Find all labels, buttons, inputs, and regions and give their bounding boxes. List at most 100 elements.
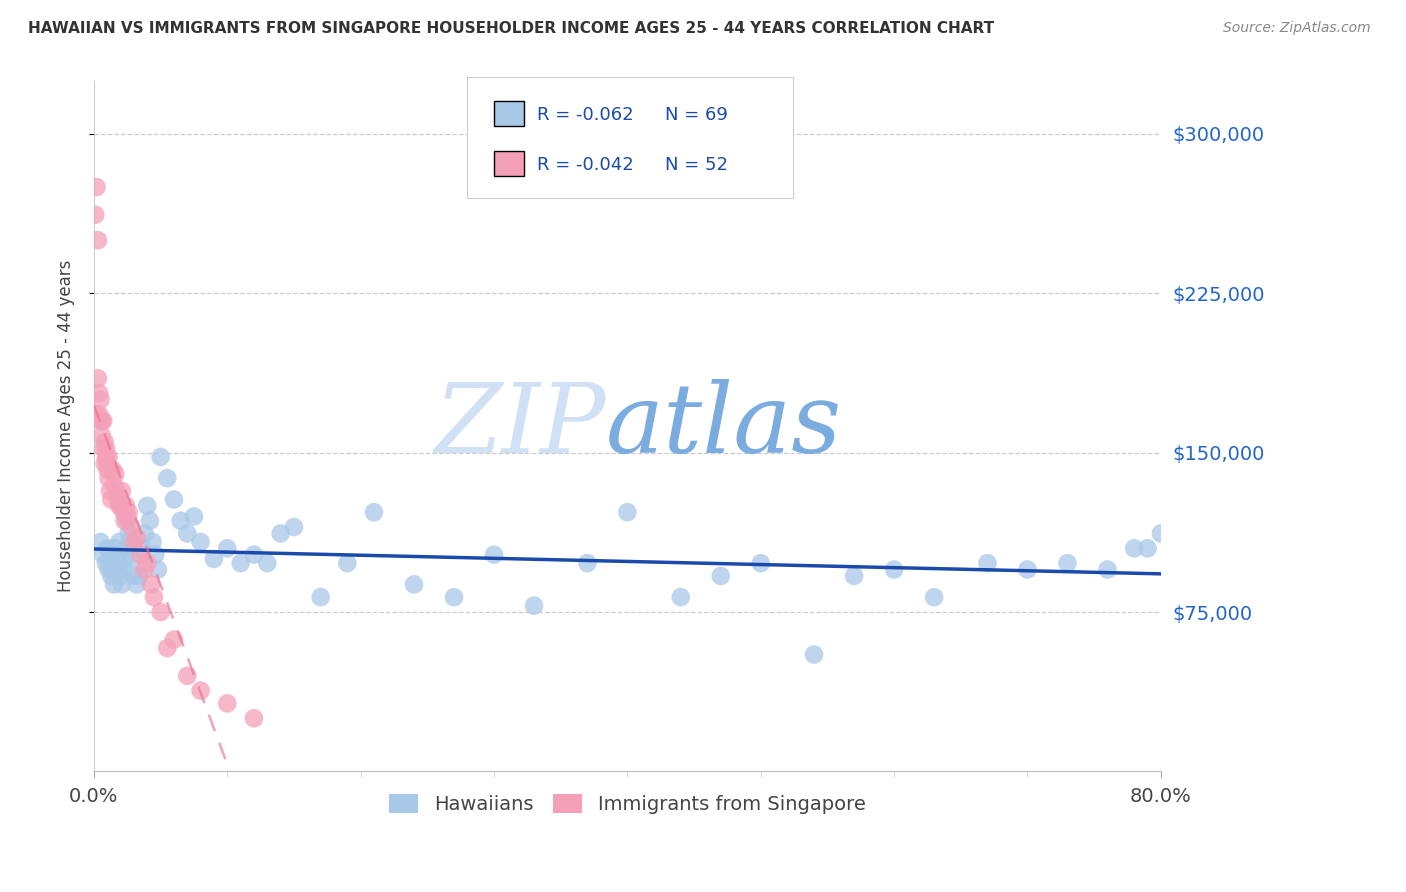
Point: [922, 590, 945, 604]
Point: [117, 509, 139, 524]
Point: [93, 435, 115, 450]
Point: [139, 514, 162, 528]
Point: [103, 577, 125, 591]
Point: [402, 577, 425, 591]
Point: [115, 499, 138, 513]
Point: [117, 505, 139, 519]
Point: [134, 526, 156, 541]
Text: HAWAIIAN VS IMMIGRANTS FROM SINGAPORE HOUSEHOLDER INCOME AGES 25 - 44 YEARS CORR: HAWAIIAN VS IMMIGRANTS FROM SINGAPORE HO…: [28, 21, 994, 37]
Point: [149, 450, 172, 464]
Point: [482, 548, 505, 562]
Point: [97, 471, 120, 485]
Point: [125, 531, 148, 545]
Point: [336, 556, 359, 570]
Point: [90, 535, 112, 549]
Point: [1123, 541, 1146, 556]
Point: [142, 590, 165, 604]
Point: [190, 535, 212, 549]
Point: [86, 408, 108, 422]
Point: [96, 541, 118, 556]
Point: [156, 471, 179, 485]
Point: [122, 535, 145, 549]
Point: [229, 556, 252, 570]
Point: [117, 526, 139, 541]
Point: [1017, 563, 1039, 577]
Legend: Hawaiians, Immigrants from Singapore: Hawaiians, Immigrants from Singapore: [380, 784, 876, 824]
Point: [710, 569, 733, 583]
Text: R = -0.062: R = -0.062: [537, 106, 633, 124]
Point: [217, 697, 239, 711]
Point: [190, 683, 212, 698]
Text: Source: ZipAtlas.com: Source: ZipAtlas.com: [1223, 21, 1371, 36]
Point: [136, 499, 159, 513]
Point: [883, 563, 905, 577]
Point: [89, 386, 111, 401]
Point: [156, 641, 179, 656]
Point: [93, 456, 115, 470]
Point: [97, 563, 120, 577]
Point: [309, 590, 332, 604]
Y-axis label: Householder Income Ages 25 - 44 years: Householder Income Ages 25 - 44 years: [58, 260, 75, 592]
Point: [803, 648, 825, 662]
Point: [101, 563, 124, 577]
Point: [87, 371, 110, 385]
Point: [134, 563, 156, 577]
Point: [94, 556, 117, 570]
Point: [163, 632, 186, 647]
Point: [86, 180, 108, 194]
Point: [122, 569, 145, 583]
Point: [118, 535, 141, 549]
Point: [363, 505, 385, 519]
Point: [98, 463, 121, 477]
Point: [136, 556, 159, 570]
Point: [107, 492, 129, 507]
Point: [84, 208, 107, 222]
Point: [110, 569, 132, 583]
Point: [100, 492, 122, 507]
Point: [114, 514, 136, 528]
Point: [141, 577, 163, 591]
Point: [91, 442, 114, 456]
Point: [176, 669, 198, 683]
Point: [94, 442, 117, 456]
Point: [125, 577, 148, 591]
Point: [129, 548, 152, 562]
Text: atlas: atlas: [606, 379, 842, 473]
Point: [131, 541, 153, 556]
Point: [89, 408, 111, 422]
Point: [443, 590, 465, 604]
Point: [105, 552, 128, 566]
Point: [87, 233, 110, 247]
Point: [104, 467, 127, 481]
Point: [111, 577, 134, 591]
Point: [616, 505, 638, 519]
Point: [842, 569, 865, 583]
Point: [669, 590, 692, 604]
Point: [1136, 541, 1159, 556]
Point: [243, 548, 266, 562]
Point: [108, 535, 131, 549]
Point: [1150, 526, 1173, 541]
Point: [176, 526, 198, 541]
Point: [117, 514, 139, 528]
Point: [128, 569, 150, 583]
Point: [163, 492, 186, 507]
Point: [112, 563, 135, 577]
Point: [97, 450, 120, 464]
Point: [523, 599, 546, 613]
Point: [114, 552, 136, 566]
Point: [96, 456, 118, 470]
Point: [183, 509, 205, 524]
Point: [243, 711, 266, 725]
Point: [96, 463, 118, 477]
Point: [104, 541, 127, 556]
Text: R = -0.042: R = -0.042: [537, 156, 634, 174]
Point: [976, 556, 998, 570]
Point: [98, 552, 121, 566]
Point: [146, 563, 169, 577]
Point: [1097, 563, 1119, 577]
Point: [111, 483, 134, 498]
Point: [256, 556, 278, 570]
Point: [108, 499, 131, 513]
Text: N = 69: N = 69: [665, 106, 728, 124]
